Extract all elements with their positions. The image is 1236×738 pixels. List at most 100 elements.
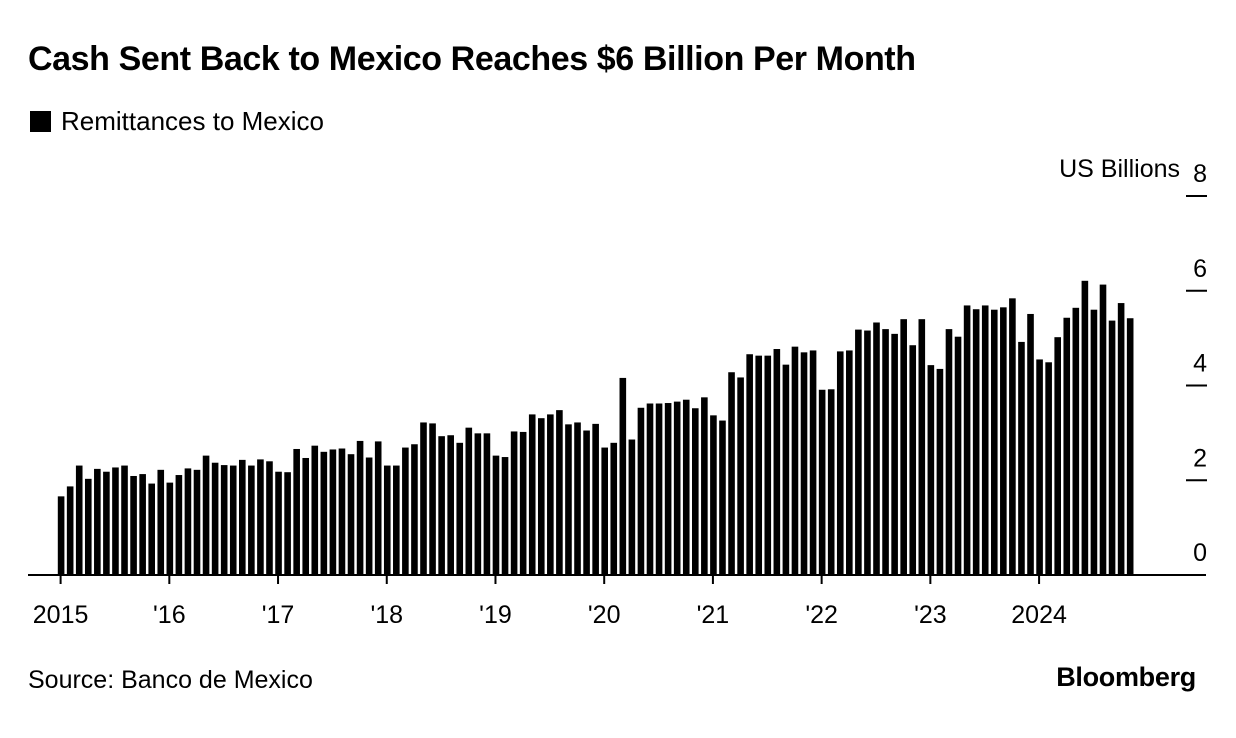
bar-40: [420, 422, 427, 575]
legend: Remittances to Mexico: [30, 106, 324, 137]
bar-115: [1099, 284, 1107, 575]
bar-75: [737, 377, 744, 575]
bar-107: [1027, 313, 1034, 575]
y-tick-labels: 0 2 4 6 8: [1193, 160, 1207, 567]
bar-64: [637, 407, 645, 575]
bar-104: [1000, 307, 1007, 575]
bar-27: [302, 457, 310, 575]
bar-94: [909, 345, 917, 575]
bar-21: [248, 465, 255, 575]
bar-55: [556, 410, 563, 575]
bar-84: [818, 389, 826, 575]
bar-44: [456, 442, 464, 575]
bar-69: [682, 399, 690, 575]
bar-103: [990, 309, 998, 575]
bar-51: [519, 431, 527, 575]
bar-91: [882, 329, 889, 575]
bar-74: [728, 372, 735, 575]
bar-16: [202, 455, 210, 575]
x-tick-label-9: 2024: [1011, 601, 1067, 629]
x-tick-label-0: 2015: [33, 601, 89, 629]
bar-72: [710, 415, 717, 575]
bar-1: [66, 486, 74, 575]
bar-113: [1081, 280, 1089, 575]
y-tick-marks: [1186, 195, 1207, 482]
bar-17: [211, 462, 219, 575]
x-tick-label-2: '17: [262, 601, 295, 629]
bar-67: [664, 403, 672, 575]
bar-99: [954, 336, 962, 575]
legend-label: Remittances to Mexico: [61, 106, 324, 136]
bar-33: [356, 440, 364, 575]
bar-101: [972, 309, 980, 575]
bar-62: [619, 377, 627, 575]
bar-92: [891, 333, 898, 575]
bar-76: [746, 354, 753, 575]
y-axis-unit-label: US Billions: [1059, 155, 1180, 183]
bar-46: [474, 433, 482, 575]
bar-30: [329, 449, 337, 575]
bar-31: [338, 448, 346, 575]
bar-66: [655, 403, 663, 575]
bloomberg-logo: Bloomberg: [1056, 662, 1196, 692]
bar-80: [782, 364, 790, 575]
bar-89: [864, 330, 871, 575]
bar-18: [220, 465, 228, 575]
bar-14: [184, 468, 192, 575]
y-tick-label-4: 4: [1193, 350, 1207, 378]
bar-116: [1108, 320, 1116, 575]
bar-53: [537, 418, 545, 575]
bar-118: [1126, 318, 1134, 575]
bar-15: [193, 469, 201, 575]
bar-41: [429, 423, 436, 575]
bar-93: [900, 319, 907, 575]
bar-28: [311, 445, 319, 575]
bar-106: [1018, 341, 1025, 575]
bar-26: [293, 448, 300, 575]
bar-109: [1045, 362, 1052, 575]
x-tick-label-8: '23: [914, 601, 947, 629]
x-tick-label-4: '19: [479, 601, 512, 629]
bar-10: [148, 483, 155, 575]
bar-111: [1063, 317, 1071, 575]
bar-34: [365, 457, 373, 575]
bar-50: [510, 431, 518, 575]
bar-70: [692, 408, 699, 575]
bar-68: [673, 401, 681, 575]
bar-29: [320, 451, 328, 575]
x-tick-label-5: '20: [588, 601, 621, 629]
bar-38: [402, 447, 409, 575]
bar-105: [1009, 298, 1016, 575]
bar-98: [945, 329, 953, 575]
bar-117: [1117, 303, 1125, 575]
bars-group: [57, 280, 1134, 575]
x-tick-label-6: '21: [697, 601, 730, 629]
bar-13: [175, 475, 183, 575]
x-ticks: 2015 '16 '17 '18 '19 '20 '21 '22 '23 2024: [33, 575, 1067, 629]
legend-swatch: [30, 111, 51, 132]
bar-20: [239, 459, 246, 575]
bar-86: [836, 351, 844, 575]
source-note: Source: Banco de Mexico: [28, 666, 313, 694]
y-tick-label-0: 0: [1193, 539, 1207, 567]
bar-73: [719, 420, 726, 575]
bar-54: [547, 414, 554, 575]
x-tick-label-3: '18: [370, 601, 403, 629]
bar-59: [592, 423, 599, 575]
bar-85: [827, 389, 835, 575]
bar-23: [266, 461, 273, 575]
bar-57: [574, 422, 581, 575]
bar-24: [275, 471, 282, 575]
bar-96: [927, 365, 935, 575]
bar-8: [130, 475, 137, 575]
bar-12: [166, 482, 174, 575]
bar-56: [565, 424, 572, 575]
bar-47: [483, 433, 491, 575]
bar-97: [936, 368, 944, 575]
bar-49: [501, 457, 509, 575]
bar-5: [103, 471, 110, 575]
bar-77: [755, 355, 763, 575]
y-tick-label-2: 2: [1193, 444, 1207, 472]
bar-82: [800, 352, 808, 575]
